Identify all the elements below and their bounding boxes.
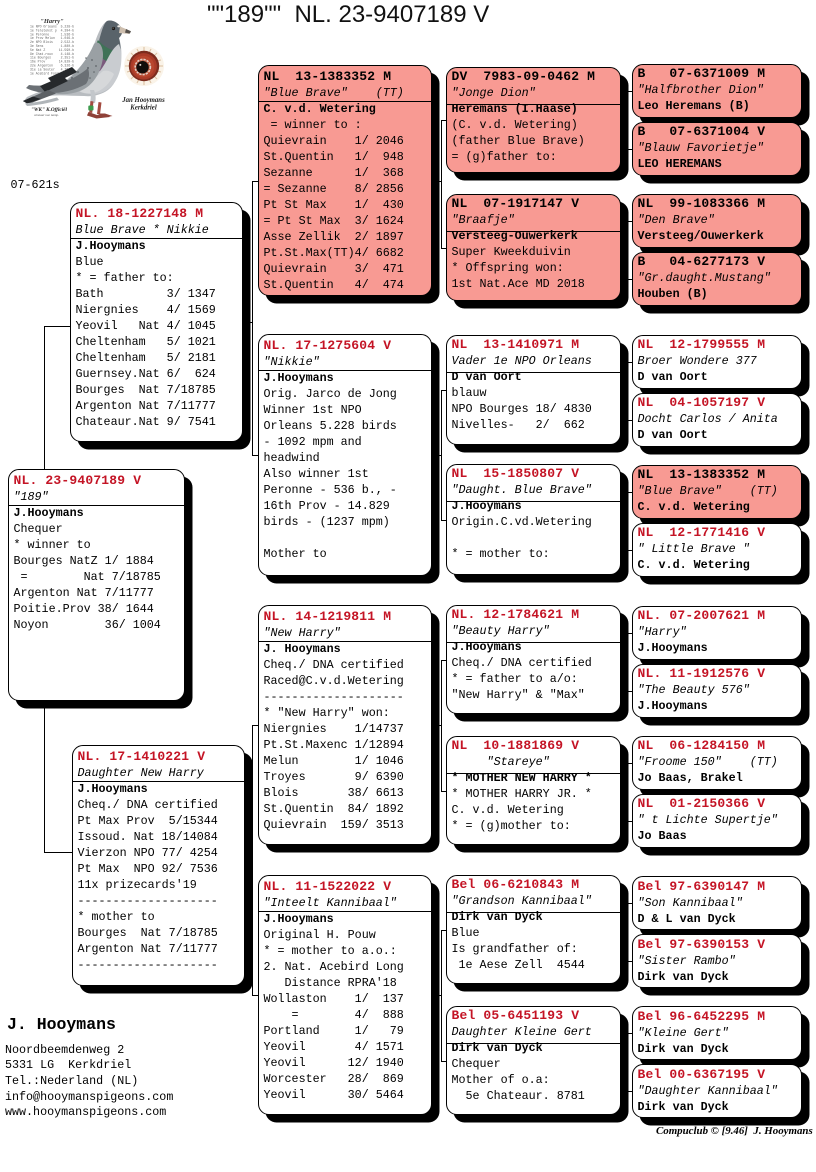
svg-text:6.326-b: 6.326-b xyxy=(61,64,74,68)
svg-text:"WK" K.Officiël: "WK" K.Officiël xyxy=(31,107,67,113)
svg-text:2e NPO Blois: 2e NPO Blois xyxy=(30,40,53,44)
svg-text:"Harry": "Harry" xyxy=(40,18,64,25)
svg-text:16e Prov: 16e Prov xyxy=(30,60,45,64)
svg-text:2.522-b: 2.522-b xyxy=(61,40,74,44)
svg-text:22e Argenton: 22e Argenton xyxy=(30,64,53,68)
svg-text:1e Teletekst p: 1e Teletekst p xyxy=(30,28,57,32)
svg-text:1.536-b: 1.536-b xyxy=(61,32,74,36)
svg-text:1e Prov Melun: 1e Prov Melun xyxy=(30,36,55,40)
svg-text:14.829-b: 14.829-b xyxy=(59,60,74,64)
svg-text:9e Chat.roux: 9e Chat.roux xyxy=(30,52,53,56)
svg-text:Kerkdriel: Kerkdriel xyxy=(129,105,157,112)
svg-text:11e Bourges: 11e Bourges xyxy=(30,56,51,60)
svg-text:1e Peronne: 1e Peronne xyxy=(30,32,49,36)
svg-text:11.590-b: 11.590-b xyxy=(59,48,74,52)
svg-text:Jan Hooymans: Jan Hooymans xyxy=(121,97,165,104)
svg-text:4.148-b: 4.148-b xyxy=(61,52,74,56)
svg-text:1e Acebird Fond: 1e Acebird Fond xyxy=(30,71,59,75)
svg-text:1.046-b: 1.046-b xyxy=(61,36,74,40)
svg-text:winnaar nat. kamp.: winnaar nat. kamp. xyxy=(34,113,59,117)
svg-text:2.351-b: 2.351-b xyxy=(61,56,74,60)
svg-text:1e NPO Orleans: 1e NPO Orleans xyxy=(30,25,57,29)
svg-text:5.228-b: 5.228-b xyxy=(61,25,74,29)
svg-text:5e Nat Z: 5e Nat Z xyxy=(30,48,45,52)
svg-text:4.394-b: 4.394-b xyxy=(61,28,74,32)
svg-text:31e La Souter: 31e La Souter xyxy=(30,67,55,71)
svg-text:1.880-b: 1.880-b xyxy=(61,44,74,48)
svg-text:3e Sens: 3e Sens xyxy=(30,44,43,48)
